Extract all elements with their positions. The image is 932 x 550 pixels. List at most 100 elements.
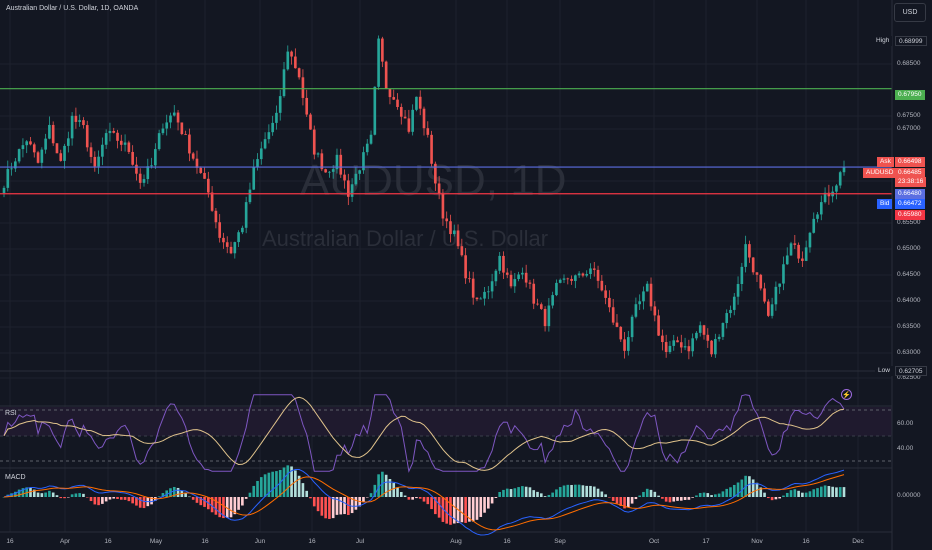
- candle-body: [619, 326, 623, 340]
- candle-body: [801, 258, 804, 261]
- candle: [195, 150, 199, 174]
- macd-histogram-bar: [539, 493, 543, 497]
- macd-histogram-bar: [184, 492, 187, 497]
- candle: [384, 60, 388, 90]
- candle-body: [490, 281, 494, 292]
- candle-body: [85, 125, 89, 148]
- macd-histogram-bar: [369, 493, 373, 497]
- candle-body: [127, 142, 131, 152]
- candle: [691, 333, 694, 357]
- bid-value: 0.66472: [895, 199, 925, 209]
- currency-button[interactable]: USD: [894, 3, 926, 22]
- candle-body: [150, 165, 153, 167]
- macd-histogram-bar: [74, 493, 78, 497]
- ask-value: 0.66498: [895, 157, 925, 167]
- macd-histogram-bar: [2, 497, 6, 498]
- candle-body: [301, 77, 305, 98]
- candle-body: [721, 323, 725, 337]
- candle: [619, 326, 623, 342]
- candle-body: [78, 120, 81, 122]
- candle: [679, 334, 683, 354]
- candle-body: [524, 272, 528, 283]
- macd-histogram-bar: [615, 497, 619, 504]
- candle: [263, 132, 267, 150]
- candle: [237, 230, 240, 248]
- candle: [377, 35, 380, 90]
- candle: [816, 211, 819, 223]
- macd-label[interactable]: MACD: [5, 474, 26, 481]
- candle-body: [793, 243, 797, 245]
- macd-histogram-bar: [225, 497, 229, 518]
- candle-body: [592, 268, 596, 270]
- candle: [812, 212, 816, 234]
- candle-body: [434, 163, 437, 184]
- candle-body: [630, 316, 634, 338]
- candle: [581, 272, 585, 278]
- candle-body: [744, 244, 747, 267]
- candle-body: [581, 273, 585, 276]
- macd-histogram-bar: [524, 486, 528, 497]
- candle-body: [494, 270, 498, 282]
- high-tag-label: High: [873, 36, 893, 46]
- time-tick-label: 16: [503, 538, 511, 545]
- candle: [657, 309, 660, 336]
- macd-tick: 0.00000: [897, 492, 921, 499]
- macd-histogram-bar: [592, 486, 596, 497]
- lightning-icon[interactable]: ⚡: [841, 389, 852, 400]
- candle-body: [460, 246, 464, 256]
- candle-body: [305, 97, 309, 115]
- macd-histogram-bar: [748, 476, 751, 497]
- candle: [70, 112, 74, 146]
- candle: [2, 185, 6, 198]
- candle-body: [676, 340, 679, 343]
- macd-histogram-bar: [252, 485, 256, 497]
- macd-histogram-bar: [422, 497, 426, 502]
- candle-body: [263, 139, 267, 149]
- candle: [808, 231, 812, 253]
- candle-body: [275, 112, 278, 123]
- candle-body: [108, 130, 112, 134]
- macd-histogram-bar: [589, 485, 592, 497]
- candle: [210, 186, 214, 212]
- price-tick-label: 0.63000: [897, 349, 921, 356]
- candle-body: [377, 38, 380, 87]
- candle-body: [759, 274, 763, 289]
- macd-histogram-bar: [415, 497, 418, 499]
- macd-histogram-bar: [347, 497, 350, 515]
- macd-histogram-bar: [714, 494, 717, 497]
- red-line-price-tag: 0.65980: [895, 210, 925, 220]
- macd-histogram-bar: [521, 486, 524, 497]
- candle-body: [294, 56, 297, 69]
- candle: [574, 274, 577, 289]
- macd-histogram-bar: [475, 497, 479, 520]
- candle: [695, 331, 698, 341]
- candle-body: [487, 291, 490, 293]
- candle: [180, 122, 184, 136]
- candle: [271, 115, 274, 136]
- candle: [14, 158, 17, 173]
- macd-histogram-bar: [434, 497, 437, 515]
- candle: [589, 263, 592, 279]
- candle: [823, 187, 827, 204]
- macd-histogram-bar: [210, 497, 214, 513]
- time-tick-label: Jul: [355, 538, 365, 545]
- candle-body: [740, 266, 744, 285]
- candle-body: [403, 116, 407, 119]
- candle: [801, 251, 804, 267]
- macd-histogram-bar: [449, 497, 452, 525]
- macd-histogram-bar: [547, 494, 551, 497]
- candle-body: [785, 255, 789, 265]
- macd-histogram-bar: [108, 497, 112, 500]
- macd-histogram-bar: [816, 488, 819, 497]
- macd-histogram-bar: [222, 497, 225, 519]
- candle: [403, 109, 407, 119]
- low-tag-label: Low: [875, 366, 893, 376]
- candle-body: [770, 304, 774, 316]
- candle: [577, 271, 581, 278]
- candle-body: [437, 183, 441, 194]
- candle: [365, 139, 369, 156]
- candle: [517, 271, 520, 282]
- rsi-label[interactable]: RSI: [5, 410, 17, 417]
- candle: [381, 36, 384, 68]
